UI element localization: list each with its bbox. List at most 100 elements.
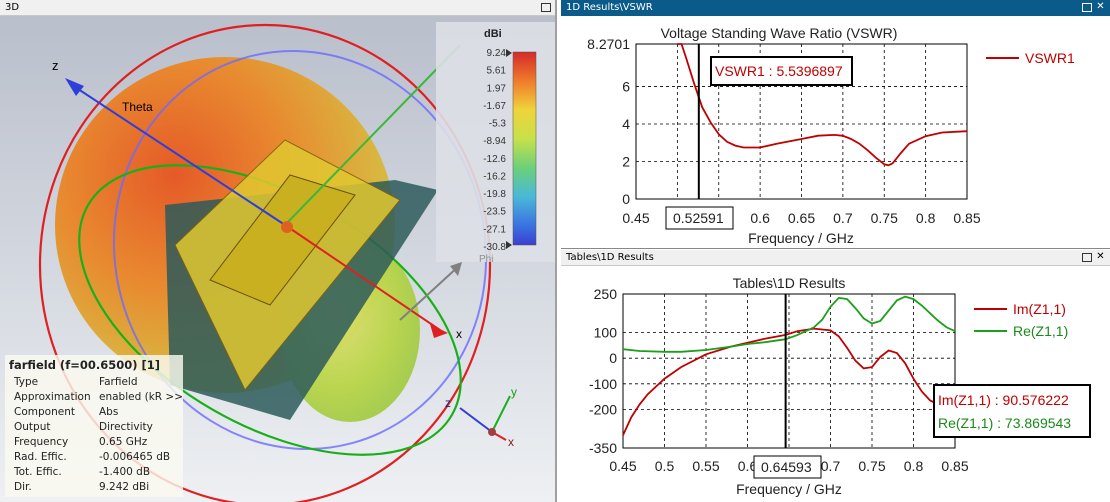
vswr-xlabel: Frequency / GHz bbox=[748, 230, 854, 246]
x-tick-label: 0.6 bbox=[750, 210, 770, 226]
farfield-row: Rad. Effic. -0.006465 dB bbox=[14, 450, 171, 463]
phi-axis-line bbox=[399, 264, 461, 321]
x-tick-label: 0.6 bbox=[738, 458, 758, 474]
colorbar-tick-label: -16.2 bbox=[483, 171, 506, 182]
x-axis-line bbox=[284, 224, 441, 331]
colorbar-tick-label: -1.67 bbox=[483, 101, 506, 112]
label-phi: Phi bbox=[479, 254, 493, 265]
z-axis-arrow-icon bbox=[65, 78, 84, 96]
impedance-marker-x-box bbox=[753, 455, 822, 479]
x-tick-label: 0.75 bbox=[871, 210, 898, 226]
farfield-row: Dir. 9.242 dBi bbox=[14, 480, 150, 493]
x-tick-label: 0.8 bbox=[916, 210, 936, 226]
x-tick-label: 0.8 bbox=[904, 458, 924, 474]
panel-3d: 3D bbox=[0, 0, 557, 502]
maximize-icon[interactable] bbox=[541, 3, 551, 12]
svg-text:y: y bbox=[511, 385, 517, 399]
colorbar-tick-label: 5.61 bbox=[487, 66, 507, 77]
farfield-row: Component Abs bbox=[14, 405, 119, 418]
vswr-legend-label: VSWR1 bbox=[1025, 50, 1075, 66]
colorbar-tick-label: -30.8 bbox=[483, 242, 506, 253]
im-legend-label: Im(Z1,1) bbox=[1013, 301, 1066, 317]
farfield-3d-view[interactable]: z Theta x y z x dBi 9.24 5.61 1.97 -1.67 -5.… bbox=[0, 16, 557, 502]
vswr-marker-label-box bbox=[710, 56, 853, 86]
colorbar-tick-label: -19.8 bbox=[483, 189, 506, 200]
impedance-grid bbox=[623, 294, 955, 448]
y-tick-label: 250 bbox=[594, 286, 618, 302]
colorbar-tick-label: -8.94 bbox=[483, 136, 506, 147]
x-tick-label: 0.65 bbox=[788, 210, 815, 226]
z-axis-line bbox=[71, 84, 286, 226]
panel-vswr-titlebar[interactable]: 1D Results\VSWR ✕ bbox=[561, 0, 1110, 16]
colorbar-tick-label: -27.1 bbox=[483, 224, 506, 235]
re-z11-series-line bbox=[622, 295, 956, 353]
vswr-chart-title: Voltage Standing Wave Ratio (VSWR) bbox=[661, 25, 898, 41]
y-tick-label: 0 bbox=[609, 350, 617, 366]
svg-text:z: z bbox=[445, 396, 451, 410]
colorbar-top-marker-icon bbox=[506, 49, 512, 57]
colorbar-tick-label: -12.6 bbox=[483, 154, 506, 165]
vswr-marker-label: VSWR1 : 5.5396897 bbox=[715, 63, 843, 79]
panel-vswr: 1D Results\VSWR ✕ Voltage Standing Wave … bbox=[561, 0, 1110, 249]
x-tick-label: 0.75 bbox=[858, 458, 885, 474]
close-icon[interactable]: ✕ bbox=[1096, 1, 1105, 12]
panel-3d-titlebar[interactable]: 3D bbox=[0, 0, 555, 16]
panel-tables-titlebar[interactable]: Tables\1D Results ✕ bbox=[561, 250, 1110, 266]
colorbar-tick-label: -5.3 bbox=[489, 119, 507, 130]
impedance-marker-x-label[interactable]: 0.64593 bbox=[761, 459, 812, 475]
x-tick-label: 0.85 bbox=[941, 458, 968, 474]
impedance-chart-title: Tables\1D Results bbox=[733, 275, 846, 291]
farfield-info-box: farfield (f=00.6500) [1] Type Farfield Ap… bbox=[5, 355, 183, 497]
farfield-info-title: farfield (f=00.6500) [1] bbox=[9, 358, 160, 372]
panel-3d-title: 3D bbox=[5, 2, 20, 13]
re-legend-label: Re(Z1,1) bbox=[1013, 323, 1068, 339]
x-axis-arrow-icon bbox=[430, 324, 448, 338]
panel-tables-title: Tables\1D Results bbox=[566, 252, 654, 263]
x-tick-label: 0.7 bbox=[833, 210, 853, 226]
farfield-row: Type Farfield bbox=[14, 375, 138, 388]
vswr-marker-x-box bbox=[665, 206, 734, 230]
x-tick-label: 0.5 bbox=[655, 458, 675, 474]
close-icon[interactable]: ✕ bbox=[1096, 251, 1105, 262]
y-tick-label: -100 bbox=[589, 376, 617, 392]
im-z11-series-line bbox=[622, 327, 955, 436]
re-marker-label: Re(Z1,1) : 73.869543 bbox=[938, 415, 1071, 431]
orientation-triad: y z x bbox=[445, 385, 517, 449]
y-tick-label: 100 bbox=[594, 325, 618, 341]
y-axis-line bbox=[284, 44, 461, 226]
svg-text:x: x bbox=[508, 435, 514, 449]
y-tick-label: 4 bbox=[622, 116, 630, 132]
impedance-plot-area bbox=[622, 293, 956, 449]
vswr1-series-line bbox=[677, 43, 968, 167]
maximize-icon[interactable] bbox=[1082, 253, 1092, 262]
colorbar-ticks: 9.24 5.61 1.97 -1.67 -5.3 -8.94 -12.6 -16.2 -19.… bbox=[483, 48, 506, 253]
y-tick-label: 6 bbox=[622, 79, 630, 95]
theta-circle-red bbox=[38, 23, 492, 502]
panel-tables: Tables\1D Results ✕ Tables\1D Results 0.… bbox=[561, 250, 1110, 502]
y-tick-label: -200 bbox=[589, 402, 617, 418]
y-tick-label: 0 bbox=[622, 191, 630, 207]
farfield-info-table: Type Farfield Approximation enabled (kR >>… bbox=[10, 374, 183, 494]
vswr-marker-x-label[interactable]: 0.52591 bbox=[673, 210, 724, 226]
x-tick-label: 0.45 bbox=[609, 458, 636, 474]
im-marker-label: Im(Z1,1) : 90.576222 bbox=[938, 392, 1069, 408]
colorbar-bottom-marker-icon bbox=[506, 241, 512, 249]
farfield-row: Tot. Effic. -1.400 dB bbox=[14, 465, 151, 478]
panel-vswr-title: 1D Results\VSWR bbox=[566, 2, 653, 13]
vswr-chart[interactable]: Voltage Standing Wave Ratio (VSWR) 0.45 0… bbox=[561, 16, 1110, 249]
farfield-row: Frequency 0.65 GHz bbox=[14, 435, 148, 448]
maximize-icon[interactable] bbox=[1082, 3, 1092, 12]
label-theta: Theta bbox=[122, 100, 153, 114]
farfield-row: Output Directivity bbox=[14, 420, 153, 433]
colorbar-gradient bbox=[512, 51, 537, 246]
y-tick-label: -350 bbox=[589, 440, 617, 456]
x-tick-label: 0.7 bbox=[821, 458, 841, 474]
colorbar-tick-label: 9.24 bbox=[487, 48, 507, 59]
impedance-tick-labels: 0.45 0.5 0.55 0.6 0.7 0.75 0.8 0.85 -350 -200 -100… bbox=[589, 286, 969, 474]
origin-marker bbox=[281, 221, 293, 233]
y-tick-label: 2 bbox=[622, 154, 630, 170]
label-z: z bbox=[52, 58, 59, 73]
impedance-chart[interactable]: Tables\1D Results 0.45 0.5 0.55 0.6 0.7 0.75 0… bbox=[561, 266, 1110, 502]
x-tick-label: 0.55 bbox=[692, 458, 719, 474]
vswr-tick-labels: 0.45 0.6 0.65 0.7 0.75 0.8 0.85 0 2 4 6 8.2701 bbox=[587, 36, 981, 226]
